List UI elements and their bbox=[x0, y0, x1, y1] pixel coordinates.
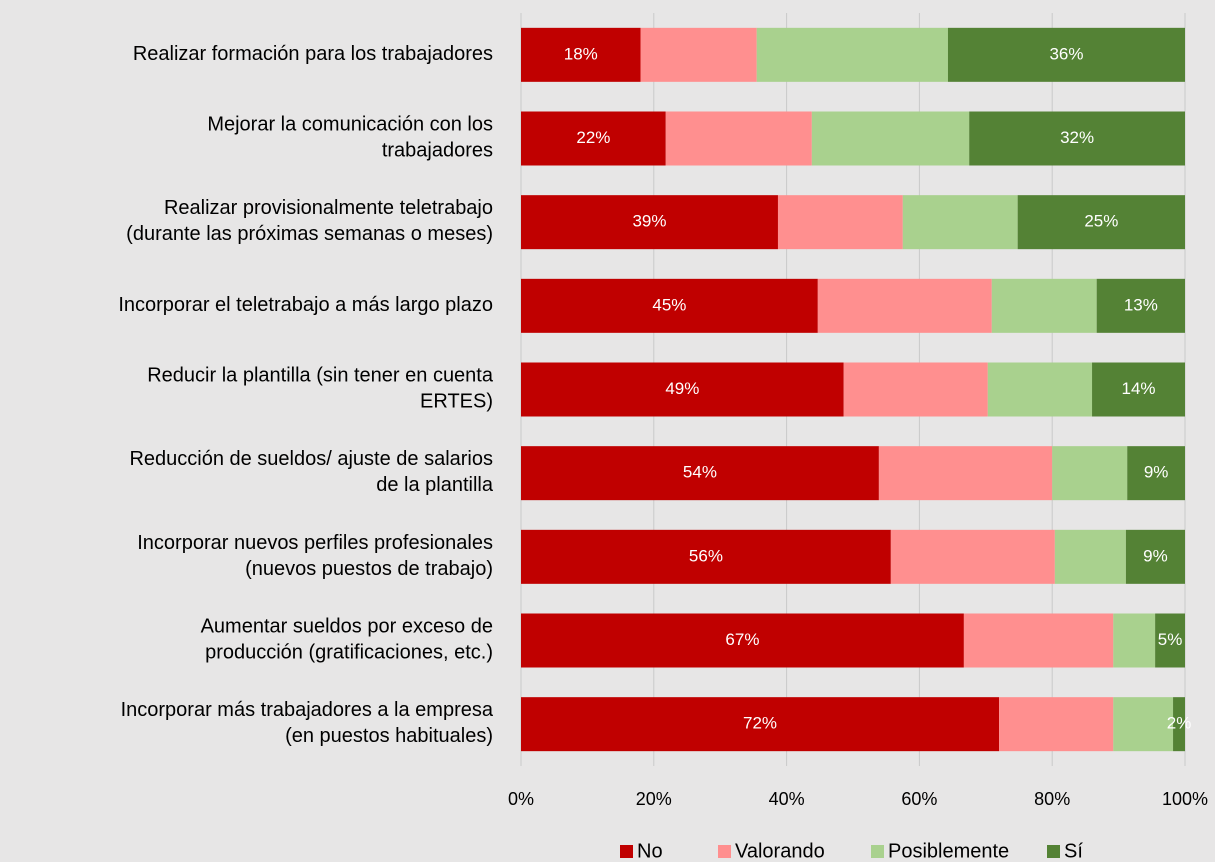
data-label: 32% bbox=[1060, 128, 1094, 147]
bar-segment bbox=[1113, 613, 1156, 668]
data-label: 13% bbox=[1124, 295, 1158, 314]
bar-segment bbox=[878, 446, 1053, 501]
bar-segment bbox=[521, 278, 818, 333]
data-label: 54% bbox=[683, 463, 717, 482]
x-tick-label: 60% bbox=[901, 789, 937, 809]
bar-segment bbox=[640, 27, 757, 82]
data-label: 14% bbox=[1122, 379, 1156, 398]
data-label: 9% bbox=[1144, 463, 1169, 482]
legend-label: Sí bbox=[1064, 840, 1083, 862]
bar-segment bbox=[890, 529, 1055, 584]
x-tick-label: 40% bbox=[769, 789, 805, 809]
data-label: 45% bbox=[652, 295, 686, 314]
category-label: Incorporar el teletrabajo a más largo pl… bbox=[118, 294, 493, 316]
bar-segment bbox=[902, 195, 1018, 250]
legend-swatch bbox=[1047, 845, 1060, 858]
bar-segment bbox=[521, 613, 964, 668]
bar-segment bbox=[521, 111, 666, 166]
data-label: 39% bbox=[632, 212, 666, 231]
bar-segment bbox=[1054, 529, 1126, 584]
category-label: Incorporar más trabajadores a la empresa… bbox=[121, 699, 494, 747]
bar-segment bbox=[521, 27, 641, 82]
bar-segment bbox=[811, 111, 970, 166]
category-label: Realizar provisionalmente teletrabajo (du… bbox=[126, 197, 493, 245]
bar-segment bbox=[987, 362, 1093, 417]
bar-segment bbox=[1113, 697, 1174, 752]
bar-segment bbox=[1052, 446, 1128, 501]
category-label: Reducir la plantilla (sin tener en cuent… bbox=[147, 365, 494, 413]
legend-swatch bbox=[718, 845, 731, 858]
data-label: 5% bbox=[1158, 630, 1183, 649]
data-label: 2% bbox=[1167, 714, 1192, 733]
x-tick-label: 100% bbox=[1162, 789, 1208, 809]
bar-segment bbox=[665, 111, 812, 166]
bar-segment bbox=[521, 529, 891, 584]
category-label: Incorporar nuevos perfiles profesionales… bbox=[137, 532, 493, 580]
data-label: 22% bbox=[576, 128, 610, 147]
bar-segment bbox=[1127, 446, 1185, 501]
bar-segment bbox=[999, 697, 1114, 752]
legend-swatch bbox=[620, 845, 633, 858]
legend-swatch bbox=[871, 845, 884, 858]
bar-segment bbox=[1096, 278, 1185, 333]
category-label: Reducción de sueldos/ ajuste de salarios… bbox=[129, 448, 493, 496]
data-label: 56% bbox=[689, 546, 723, 565]
x-tick-label: 0% bbox=[508, 789, 534, 809]
bar-segment bbox=[1173, 697, 1185, 752]
data-label: 36% bbox=[1049, 44, 1083, 63]
bar-segment bbox=[817, 278, 992, 333]
bar-segment bbox=[963, 613, 1114, 668]
data-label: 49% bbox=[665, 379, 699, 398]
bar-segment bbox=[521, 697, 1000, 752]
bar-segment bbox=[991, 278, 1097, 333]
bar-segment bbox=[521, 446, 879, 501]
legend-label: No bbox=[637, 840, 663, 862]
legend-label: Posiblemente bbox=[888, 840, 1009, 862]
bar-segment bbox=[1017, 195, 1185, 250]
bar-segment bbox=[756, 27, 948, 82]
category-label: Mejorar la comunicación con los trabajado… bbox=[207, 114, 493, 162]
data-label: 67% bbox=[725, 630, 759, 649]
data-label: 18% bbox=[564, 44, 598, 63]
bar-segment bbox=[969, 111, 1185, 166]
bar-segment bbox=[777, 195, 903, 250]
bar-segment bbox=[1155, 613, 1185, 668]
legend-label: Valorando bbox=[735, 840, 825, 862]
data-label: 72% bbox=[743, 714, 777, 733]
x-tick-label: 20% bbox=[636, 789, 672, 809]
category-label: Realizar formación para los trabajadores bbox=[133, 43, 493, 65]
category-label: Aumentar sueldos por exceso de producción… bbox=[201, 616, 493, 664]
bar-segment bbox=[521, 195, 778, 250]
data-label: 25% bbox=[1084, 212, 1118, 231]
bar-segment bbox=[1125, 529, 1185, 584]
bar-segment bbox=[1092, 362, 1185, 417]
bar-segment bbox=[521, 362, 844, 417]
data-label: 9% bbox=[1143, 546, 1168, 565]
bar-segment bbox=[843, 362, 988, 417]
bar-segment bbox=[947, 27, 1185, 82]
x-tick-label: 80% bbox=[1034, 789, 1070, 809]
